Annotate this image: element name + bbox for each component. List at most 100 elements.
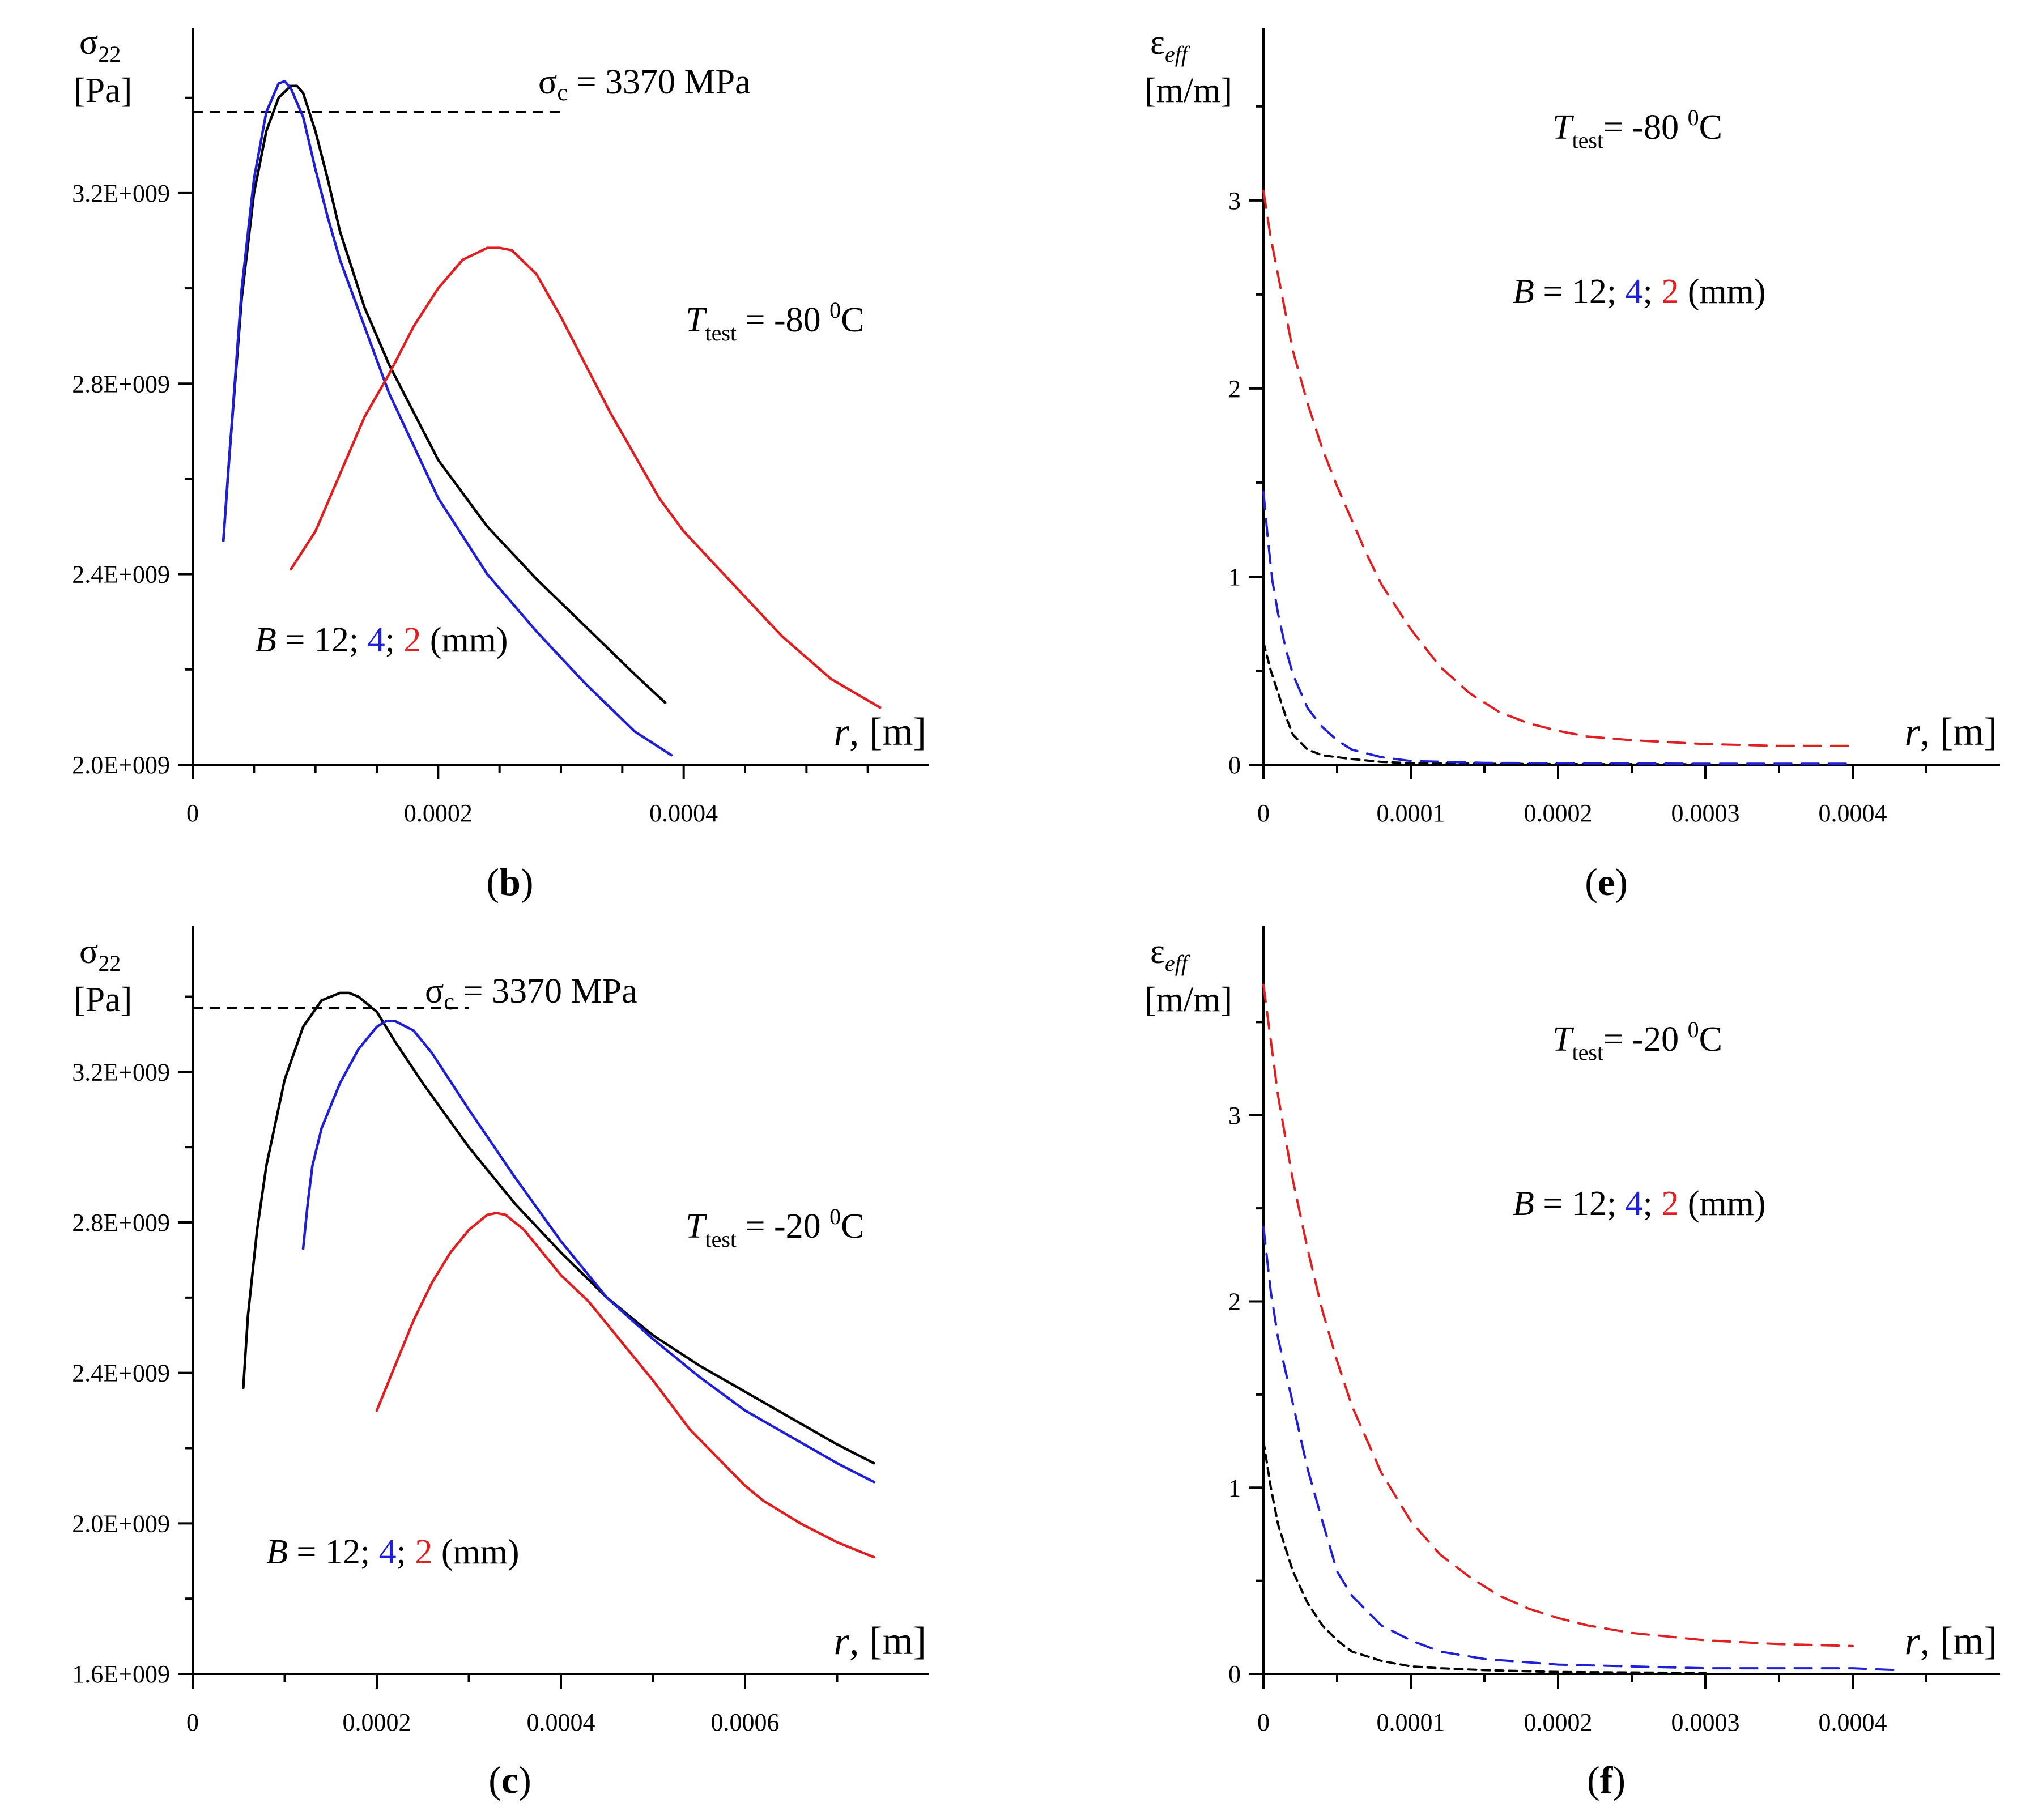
x-label-var: r — [834, 710, 850, 754]
thickness-unit: (mm) — [421, 621, 508, 659]
panel-label-letter: c — [501, 1758, 518, 1801]
panel-label-open: ( — [1587, 1758, 1600, 1801]
thickness-value-4: 4 — [368, 621, 385, 659]
y-label-subscript: eff — [1165, 41, 1190, 67]
thickness-value-12: 12 — [314, 621, 349, 659]
x-tick-label: 0 — [1257, 799, 1270, 827]
thickness-unit: (mm) — [1679, 272, 1765, 311]
panel-label: (b) — [486, 860, 533, 903]
thickness-sep: ; — [1607, 272, 1626, 311]
panel-label-letter: e — [1598, 860, 1615, 903]
panel-label-open: ( — [488, 1758, 501, 1801]
panel-e-strain-minus80: 0 0.0001 0.0002 0.0003 0.00040123εeff[m/m]r,… — [1144, 23, 2000, 903]
series-line-b-4-mm — [1262, 491, 1854, 765]
thickness-label: B = 12; 4; 2 (mm) — [1513, 1184, 1766, 1223]
x-tick-label: 0.0004 — [1819, 799, 1887, 827]
y-tick-label: 2.8E+009 — [72, 370, 170, 398]
y-tick-label: 2.0E+009 — [72, 1510, 170, 1537]
panel-label-letter: b — [499, 860, 521, 903]
x-label-unit: , [m] — [849, 1619, 926, 1663]
thickness-value-2: 2 — [403, 621, 421, 659]
thickness-eq: = — [1534, 272, 1572, 311]
y-tick-label: 3.2E+009 — [72, 180, 170, 207]
x-tick-label: 0.0003 — [1671, 799, 1740, 827]
panel-label: (c) — [488, 1758, 531, 1801]
thickness-value-12: 12 — [1572, 1184, 1607, 1223]
x-axis-label: r, [m] — [1905, 1619, 1997, 1663]
thickness-value-4: 4 — [1626, 272, 1643, 311]
temperature-label: Ttest= -80 0C — [1552, 105, 1722, 153]
y-label-subscript: eff — [1165, 951, 1190, 976]
y-axis-label-unit: [m/m] — [1144, 71, 1232, 110]
y-label-subscript: 22 — [98, 951, 121, 976]
thickness-eq: = — [276, 621, 314, 659]
series-line-b-4-mm — [222, 80, 673, 757]
series-line-b-2-mm — [1262, 983, 1854, 1647]
x-label-unit: , [m] — [1920, 710, 1997, 754]
thickness-sep: ; — [360, 1533, 379, 1571]
y-label-symbol: ε — [1150, 23, 1165, 62]
thickness-unit: (mm) — [1679, 1184, 1765, 1223]
panel-c-stress-minus20: 0 0.0002 0.0004 0.0006 1.6E+009 2.0E+009 2.4E+… — [72, 926, 929, 1801]
y-tick-label: 2.4E+009 — [72, 561, 170, 589]
thickness-value-2: 2 — [1661, 1184, 1679, 1223]
sigma-value: = 3370 MPa — [454, 972, 637, 1011]
temp-subscript: test — [1572, 1039, 1603, 1065]
x-axis-label: r, [m] — [1905, 710, 1997, 754]
thickness-symbol: B — [1513, 1184, 1534, 1223]
y-tick-label: 3 — [1228, 1102, 1241, 1129]
critical-stress-label: σc = 3370 MPa — [425, 972, 637, 1015]
series-line-b-2-mm — [1262, 190, 1854, 747]
x-tick-label: 0 — [186, 1708, 199, 1736]
panel-label: (f) — [1587, 1758, 1626, 1801]
series-line-b-12-mm — [222, 84, 667, 704]
temp-symbol: T — [686, 301, 708, 339]
thickness-sep: ; — [349, 621, 368, 659]
x-label-var: r — [1905, 1619, 1921, 1663]
y-tick-label: 2.4E+009 — [72, 1359, 170, 1387]
x-tick-label: 0 — [186, 799, 199, 827]
temperature-label: Ttest = -80 0C — [686, 297, 865, 346]
x-tick-label: 0.0004 — [649, 799, 718, 827]
x-tick-label: 0.0002 — [1524, 799, 1593, 827]
temp-value: = -20 — [1603, 1020, 1688, 1059]
temp-symbol: T — [1552, 1020, 1575, 1059]
x-tick-label: 0.0002 — [343, 1708, 411, 1736]
temp-subscript: test — [705, 320, 737, 346]
thickness-label: B = 12; 4; 2 (mm) — [1513, 272, 1766, 311]
series-line-b-2-mm — [290, 246, 882, 709]
panel-label-close: ) — [521, 860, 534, 903]
panel-label-letter: f — [1600, 1758, 1614, 1801]
temp-unit: C — [841, 1207, 864, 1246]
thickness-eq: = — [288, 1533, 325, 1571]
thickness-symbol: B — [266, 1533, 288, 1571]
y-tick-label: 1.6E+009 — [72, 1660, 170, 1688]
thickness-eq: = — [1534, 1184, 1572, 1223]
series-line-b-4-mm — [301, 1020, 875, 1484]
temp-value: = -80 — [737, 301, 829, 339]
x-label-unit: , [m] — [1920, 1619, 1997, 1663]
x-label-unit: , [m] — [849, 710, 926, 754]
panel-label: (e) — [1585, 860, 1628, 903]
temp-unit-sup: 0 — [1688, 105, 1699, 130]
y-tick-label: 3.2E+009 — [72, 1058, 170, 1086]
thickness-symbol: B — [1513, 272, 1534, 311]
sigma-subscript: c — [557, 80, 568, 106]
y-tick-label: 2.0E+009 — [72, 751, 170, 779]
temp-unit: C — [1699, 1020, 1722, 1059]
temp-value: = -20 — [737, 1207, 829, 1246]
x-axis-label: r, [m] — [834, 710, 926, 754]
x-tick-label: 0.0001 — [1377, 799, 1445, 827]
x-label-var: r — [834, 1619, 850, 1663]
thickness-sep: ; — [385, 621, 404, 659]
thickness-sep: ; — [1643, 1184, 1662, 1223]
thickness-value-4: 4 — [1626, 1184, 1643, 1223]
y-tick-label: 1 — [1228, 563, 1241, 591]
x-label-var: r — [1905, 710, 1921, 754]
x-tick-label: 0.0004 — [527, 1708, 595, 1736]
y-axis-label-unit: [Pa] — [74, 71, 132, 110]
temp-symbol: T — [686, 1207, 708, 1246]
y-label-symbol: σ — [79, 23, 98, 62]
